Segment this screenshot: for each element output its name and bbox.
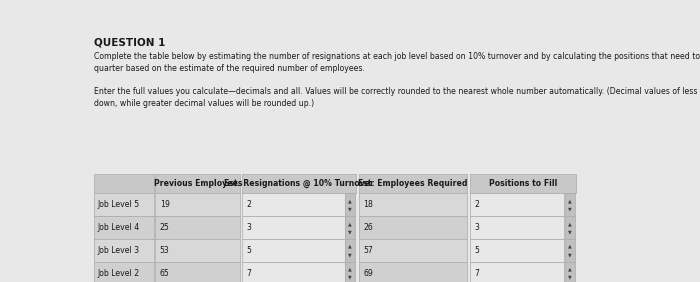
Text: ▼: ▼	[568, 206, 572, 212]
Text: Job Level 3: Job Level 3	[97, 246, 139, 255]
Text: 19: 19	[160, 200, 169, 209]
Text: 2: 2	[246, 200, 251, 209]
Text: Est. Employees Required: Est. Employees Required	[358, 179, 468, 188]
Bar	[470, 216, 564, 239]
Bar	[470, 239, 564, 262]
Text: ▼: ▼	[568, 275, 572, 280]
Text: ▼: ▼	[348, 206, 352, 212]
Bar	[565, 193, 575, 216]
Bar	[358, 239, 468, 262]
Bar	[358, 174, 468, 193]
Text: QUESTION 1: QUESTION 1	[94, 37, 165, 47]
Text: 18: 18	[363, 200, 373, 209]
Bar	[94, 262, 154, 282]
Text: ▲: ▲	[568, 221, 572, 226]
Text: 65: 65	[160, 269, 169, 278]
Text: ▲: ▲	[568, 198, 572, 203]
Text: Est. Resignations @ 10% Turnover: Est. Resignations @ 10% Turnover	[224, 179, 374, 188]
Text: ▼: ▼	[348, 275, 352, 280]
Bar	[470, 262, 564, 282]
Bar	[470, 174, 575, 193]
Text: 3: 3	[475, 223, 480, 232]
Text: 2: 2	[475, 200, 480, 209]
Text: 69: 69	[363, 269, 373, 278]
Text: Job Level 2: Job Level 2	[97, 269, 139, 278]
Bar	[470, 193, 564, 216]
Text: 3: 3	[246, 223, 251, 232]
Bar	[155, 174, 241, 193]
Bar	[345, 239, 355, 262]
Bar	[345, 216, 355, 239]
Text: ▼: ▼	[568, 252, 572, 257]
Bar	[358, 216, 468, 239]
Bar	[94, 174, 154, 193]
Bar	[155, 216, 241, 239]
Text: ▼: ▼	[348, 252, 352, 257]
Text: Complete the table below by estimating the number of resignations at each job le: Complete the table below by estimating t…	[94, 52, 700, 73]
Bar	[242, 174, 356, 193]
Text: Positions to Fill: Positions to Fill	[489, 179, 557, 188]
Bar	[242, 193, 344, 216]
Bar	[565, 262, 575, 282]
Bar	[242, 239, 344, 262]
Text: Enter the full values you calculate—decimals and all. Values will be correctly r: Enter the full values you calculate—deci…	[94, 87, 700, 108]
Bar	[94, 193, 154, 216]
Text: ▼: ▼	[568, 229, 572, 234]
Text: 26: 26	[363, 223, 373, 232]
Text: ▼: ▼	[348, 229, 352, 234]
Text: 7: 7	[475, 269, 480, 278]
Text: 5: 5	[246, 246, 251, 255]
Bar	[155, 239, 241, 262]
Text: ▲: ▲	[568, 267, 572, 272]
Bar	[358, 193, 468, 216]
Text: Job Level 5: Job Level 5	[97, 200, 139, 209]
Bar	[242, 216, 344, 239]
Text: ▲: ▲	[348, 221, 352, 226]
Bar	[155, 193, 241, 216]
Text: 5: 5	[475, 246, 480, 255]
Text: Job Level 4: Job Level 4	[97, 223, 139, 232]
Text: ▲: ▲	[348, 198, 352, 203]
Text: Previous Employees: Previous Employees	[153, 179, 242, 188]
Text: ▲: ▲	[348, 267, 352, 272]
Text: ▲: ▲	[348, 244, 352, 249]
Bar	[94, 239, 154, 262]
Text: 57: 57	[363, 246, 373, 255]
Bar	[358, 262, 468, 282]
Bar	[242, 262, 344, 282]
Text: ▲: ▲	[568, 244, 572, 249]
Bar	[345, 193, 355, 216]
Text: 53: 53	[160, 246, 169, 255]
Bar	[345, 262, 355, 282]
Bar	[155, 262, 241, 282]
Bar	[565, 216, 575, 239]
Bar	[94, 216, 154, 239]
Bar	[565, 239, 575, 262]
Text: 7: 7	[246, 269, 251, 278]
Text: 25: 25	[160, 223, 169, 232]
